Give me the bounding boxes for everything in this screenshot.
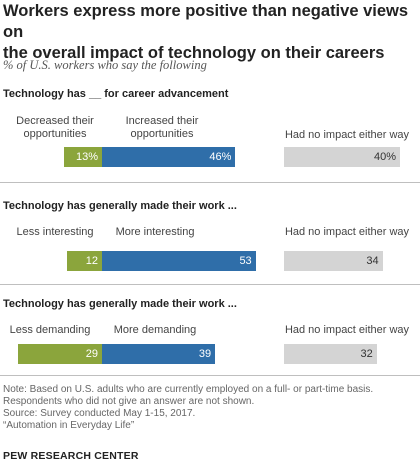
panel-heading: Technology has __ for career advancement	[3, 88, 229, 100]
bar-positive	[102, 344, 216, 364]
panel-heading: Technology has generally made their work…	[3, 298, 237, 310]
title-line-1: Workers express more positive than negat…	[3, 2, 409, 41]
value-label-negative: 29	[85, 348, 98, 360]
note-line-1: Note: Based on U.S. adults who are curre…	[3, 384, 374, 395]
panel-heading: Technology has generally made their work…	[3, 200, 237, 212]
bar-negative	[17, 344, 102, 364]
section-divider-3	[0, 375, 420, 376]
value-label-neutral: 32	[360, 348, 373, 360]
section-divider-1	[0, 182, 420, 183]
chart-subtitle: % of U.S. workers who say the following	[3, 58, 207, 72]
title-line-2: the overall impact of technology on thei…	[3, 44, 385, 62]
value-label-negative: 12	[85, 255, 98, 267]
category-label-positive: More demanding	[113, 324, 197, 336]
category-label-positive: More interesting	[115, 226, 195, 238]
category-label-negative: Less interesting	[16, 226, 94, 238]
category-label-neutral: Had no impact either way	[284, 226, 410, 238]
value-label-positive: 53	[239, 255, 252, 267]
note-line-4: “Automation in Everyday Life”	[3, 420, 135, 431]
bar-positive	[102, 147, 236, 167]
section-divider-2	[0, 284, 420, 285]
value-label-negative: 13%	[75, 151, 98, 163]
value-label-neutral: 34	[366, 255, 379, 267]
category-label-positive: Increased their opportunities	[125, 115, 199, 140]
source-org: PEW RESEARCH CENTER	[3, 450, 139, 462]
bar-neutral	[284, 251, 383, 271]
bar-neutral	[284, 147, 400, 167]
category-label-negative: Decreased their opportunities	[16, 115, 94, 140]
note-line-2: Respondents who did not give an answer a…	[3, 396, 255, 407]
chart-title: Workers express more positive than negat…	[3, 1, 417, 64]
value-label-positive: 39	[198, 348, 212, 360]
bar-negative	[64, 147, 102, 167]
bar-positive	[102, 251, 256, 271]
value-label-neutral: 40%	[373, 151, 396, 163]
value-label-positive: 46%	[209, 151, 232, 163]
category-label-neutral: Had no impact either way	[284, 324, 410, 336]
chart-notes: Note: Based on U.S. adults who are curre…	[3, 384, 417, 432]
category-label-neutral: Had no impact either way	[284, 129, 410, 141]
bar-neutral	[284, 344, 377, 364]
note-line-3: Source: Survey conducted May 1-15, 2017.	[3, 408, 196, 419]
bar-negative	[67, 251, 102, 271]
category-label-negative: Less demanding	[9, 324, 91, 336]
